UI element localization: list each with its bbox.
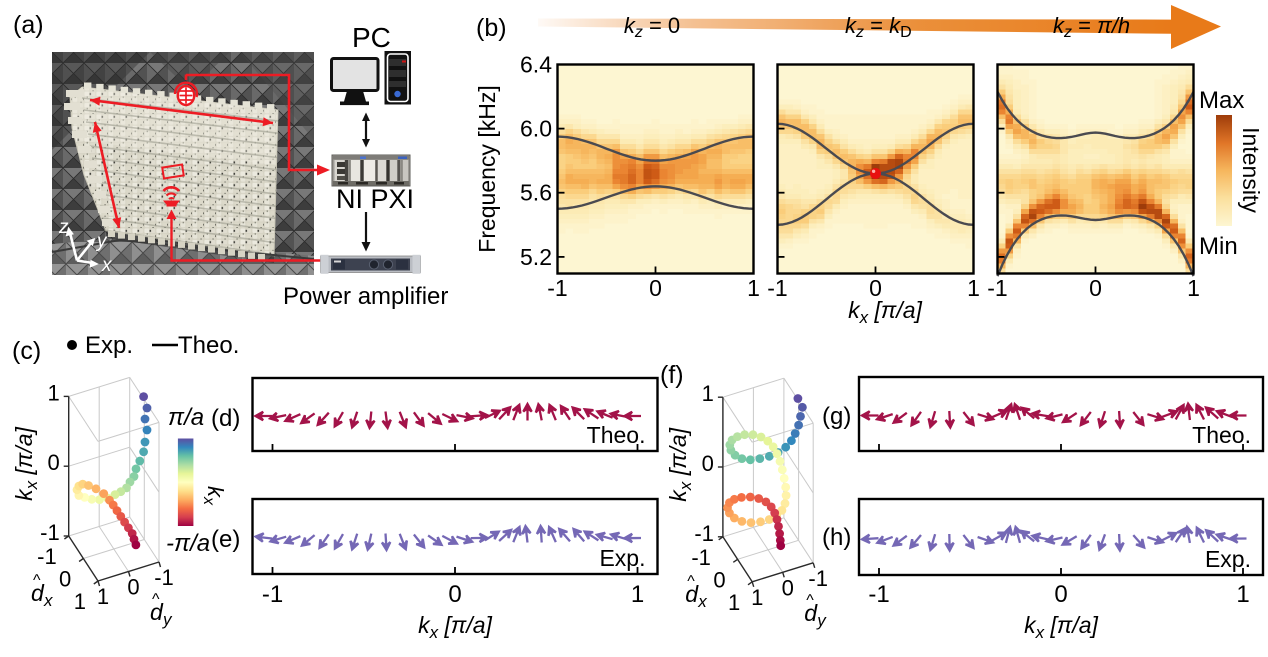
svg-text:Exp.: Exp.: [599, 545, 645, 571]
svg-text:y: y: [95, 231, 108, 252]
svg-text:0: 0: [713, 567, 725, 592]
svg-text:6.0: 6.0: [520, 116, 552, 142]
svg-text:d: d: [685, 581, 699, 607]
svg-text:kx [π/a]: kx [π/a]: [418, 612, 492, 642]
svg-text:0: 0: [1054, 581, 1067, 608]
svg-text:1: 1: [751, 585, 763, 610]
svg-text:z: z: [58, 217, 69, 238]
svg-text:Power amplifier: Power amplifier: [283, 283, 448, 310]
svg-text:Theo.: Theo.: [587, 422, 646, 448]
svg-text:0: 0: [649, 275, 662, 301]
svg-text:-1: -1: [547, 275, 567, 301]
svg-text:-1: -1: [262, 581, 283, 608]
svg-text:1: 1: [728, 590, 740, 615]
svg-text:kx [π/a]: kx [π/a]: [848, 297, 922, 327]
svg-text:y: y: [162, 610, 173, 629]
svg-text:-1: -1: [37, 544, 57, 569]
svg-text:-1: -1: [767, 275, 787, 301]
svg-text:Frequency [kHz]: Frequency [kHz]: [474, 85, 500, 252]
svg-text:1: 1: [1187, 275, 1200, 301]
svg-text:-π/a: -π/a: [166, 530, 210, 557]
svg-text:-1: -1: [40, 520, 60, 545]
svg-text:x: x: [43, 591, 53, 610]
svg-text:5.6: 5.6: [520, 180, 552, 206]
svg-text:(h): (h): [822, 524, 851, 551]
svg-text:Min: Min: [1199, 233, 1238, 260]
svg-text:kx [π/a]: kx [π/a]: [11, 427, 41, 501]
svg-text:NI PXI: NI PXI: [336, 184, 414, 214]
svg-text:-1: -1: [154, 565, 174, 590]
svg-text:d: d: [804, 600, 818, 626]
svg-text:x: x: [101, 255, 113, 276]
svg-text:-1: -1: [868, 581, 889, 608]
svg-text:0: 0: [782, 575, 794, 600]
svg-text:(d): (d): [211, 405, 240, 432]
svg-text:0: 0: [59, 567, 71, 592]
svg-text:-1: -1: [691, 545, 711, 570]
svg-text:(a): (a): [13, 11, 44, 39]
svg-text:0: 0: [448, 581, 461, 608]
svg-text:0: 0: [869, 275, 882, 301]
svg-text:kz = 0: kz = 0: [624, 13, 680, 41]
svg-text:kz = π/h: kz = π/h: [1053, 13, 1130, 41]
svg-text:^: ^: [152, 591, 160, 608]
svg-text:(b): (b): [476, 14, 507, 42]
svg-text:kx [π/a]: kx [π/a]: [665, 427, 695, 501]
svg-text:0: 0: [1089, 275, 1102, 301]
svg-text:1: 1: [631, 581, 644, 608]
svg-text:^: ^: [806, 592, 814, 609]
svg-text:π/a: π/a: [168, 404, 204, 431]
svg-text:kx [π/a]: kx [π/a]: [1024, 612, 1098, 642]
svg-text:1: 1: [967, 275, 980, 301]
svg-text:0: 0: [127, 575, 139, 600]
svg-text:(e): (e): [211, 526, 240, 553]
svg-text:Max: Max: [1199, 87, 1244, 114]
svg-text:1: 1: [747, 275, 760, 301]
svg-text:PC: PC: [352, 22, 391, 53]
svg-text:Intensity: Intensity: [1238, 127, 1264, 213]
svg-text:^: ^: [33, 572, 41, 589]
svg-text:1: 1: [1236, 581, 1249, 608]
svg-text:5.2: 5.2: [520, 244, 552, 270]
svg-text:-1: -1: [808, 566, 828, 591]
svg-text:1: 1: [74, 589, 86, 614]
svg-text:0: 0: [47, 450, 59, 475]
svg-text:-1: -1: [987, 275, 1007, 301]
svg-text:Exp.: Exp.: [85, 332, 133, 359]
svg-text:(c): (c): [12, 337, 41, 365]
svg-text:d: d: [31, 580, 45, 606]
svg-text:(g): (g): [822, 403, 851, 430]
svg-text:(f): (f): [660, 361, 684, 389]
svg-text:Exp.: Exp.: [1205, 546, 1251, 572]
svg-text:Theo.: Theo.: [1192, 422, 1251, 448]
svg-text:1: 1: [97, 584, 109, 609]
svg-text:1: 1: [47, 380, 59, 405]
svg-text:^: ^: [687, 573, 695, 590]
svg-text:d: d: [150, 599, 164, 625]
svg-text:Theo.: Theo.: [178, 332, 239, 359]
svg-text:kz = kD: kz = kD: [845, 13, 912, 41]
svg-text:kx: kx: [200, 486, 228, 506]
svg-text:6.4: 6.4: [520, 52, 552, 78]
svg-text:y: y: [816, 611, 827, 630]
svg-text:x: x: [697, 592, 707, 611]
svg-text:1: 1: [702, 381, 714, 406]
svg-text:-1: -1: [694, 521, 714, 546]
svg-text:0: 0: [702, 451, 714, 476]
